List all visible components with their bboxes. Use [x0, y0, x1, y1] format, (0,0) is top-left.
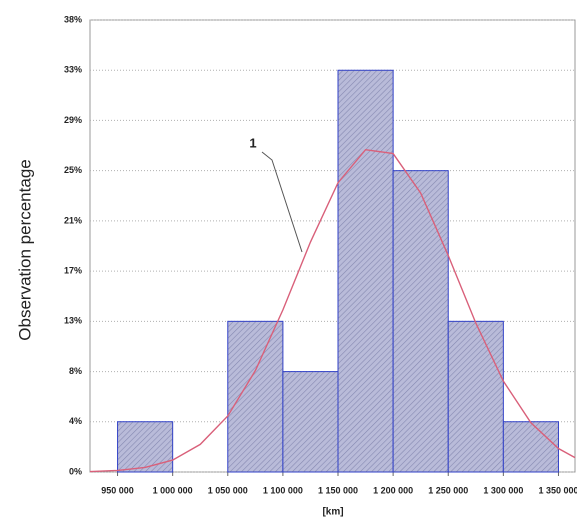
bar-hatch: [503, 421, 559, 472]
x-tick-label: 1 250 000: [428, 485, 468, 495]
x-tick-label: 1 050 000: [208, 485, 248, 495]
plot-layer: 0% 4% 8% 13% 17% 21% 25% 29% 33% 38% 950 000 1 000 …: [64, 14, 577, 495]
y-tick-label: 33%: [64, 65, 82, 75]
x-tick-label: 1 000 000: [153, 485, 193, 495]
x-tick-label: 1 200 000: [373, 485, 413, 495]
x-tick-label: 1 350 000: [538, 485, 577, 495]
bar-hatch: [282, 371, 339, 472]
bar-hatch: [117, 421, 173, 472]
y-tick-label: 25%: [64, 165, 82, 175]
y-tick-label: 21%: [64, 215, 82, 225]
y-tick-label: 0%: [69, 466, 82, 476]
fit-curve: [89, 148, 576, 473]
y-tick-label: 29%: [64, 115, 82, 125]
y-tick-label: 4%: [69, 416, 82, 426]
x-tick-label: 1 150 000: [318, 485, 358, 495]
y-tick-label: 13%: [64, 316, 82, 326]
x-axis-label: [km]: [322, 507, 343, 518]
y-tick-label: 38%: [64, 14, 82, 24]
x-tick-label: 950 000: [101, 485, 134, 495]
bar-hatch: [393, 170, 449, 472]
bar-hatch: [338, 70, 394, 473]
y-axis-label: Observation percentage: [15, 159, 34, 340]
y-tick-label: 8%: [69, 366, 82, 376]
x-tick-label: 1 100 000: [263, 485, 303, 495]
bar-hatch: [227, 321, 283, 472]
x-tick-label: 1 300 000: [483, 485, 523, 495]
bar-hatch: [448, 321, 504, 472]
y-tick-label: 17%: [64, 265, 82, 275]
annotation: 1: [249, 135, 256, 150]
annotation-leader: [261, 151, 303, 253]
